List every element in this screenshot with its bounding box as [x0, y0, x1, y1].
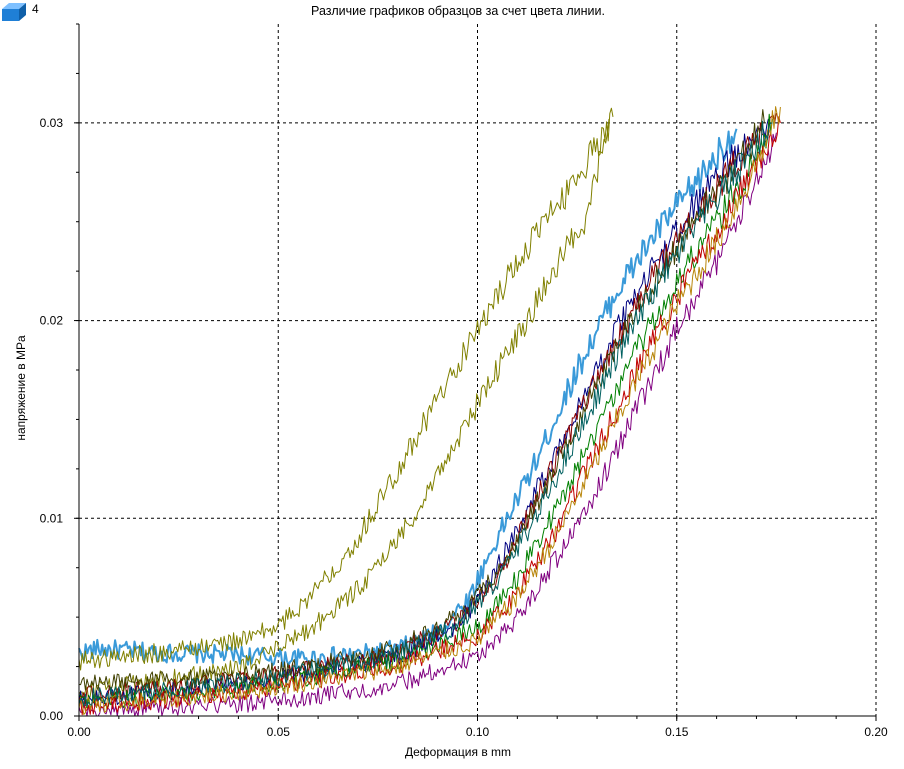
series-line [78, 128, 738, 669]
series-line [78, 107, 614, 671]
series-group [78, 106, 781, 717]
series-line [78, 112, 777, 705]
y-tick-label: 0.02 [40, 314, 64, 328]
blue-box-icon [2, 3, 26, 21]
y-tick-label: 0.01 [40, 511, 64, 525]
y-tick-label: 0.00 [40, 709, 64, 723]
series-line [78, 106, 781, 715]
x-tick-label: 0.10 [466, 725, 490, 739]
x-tick-label: 0.00 [67, 725, 91, 739]
badge-count: 4 [32, 2, 39, 16]
x-tick-label: 0.05 [267, 725, 291, 739]
x-axis-label: Деформация в mm [405, 745, 511, 759]
grid [79, 24, 877, 716]
series-line [78, 109, 765, 692]
y-tick-label: 0.03 [40, 116, 64, 130]
series-line [78, 120, 773, 707]
series-line [78, 118, 610, 701]
series-line [78, 113, 773, 709]
y-axis-label: напряжение в MPa [14, 335, 28, 441]
x-tick-label: 0.20 [864, 725, 888, 739]
x-tick-label: 0.15 [665, 725, 689, 739]
chart-title: Различие графиков образцов за счет цвета… [311, 4, 605, 18]
axis-ticks: 0.00 0.05 0.10 0.15 0.20 0.00 0.01 0.02 0.03 [40, 23, 888, 739]
